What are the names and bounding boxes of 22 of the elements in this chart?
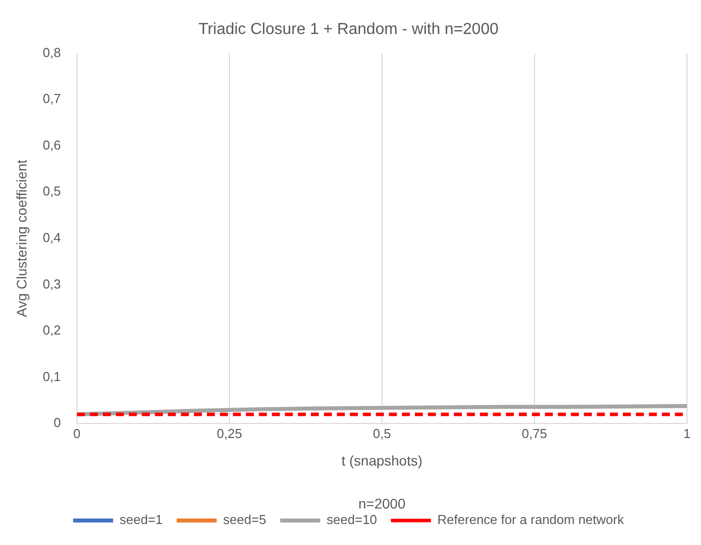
y-tick-label: 0,5	[42, 184, 61, 199]
legend-label: seed=1	[120, 512, 163, 528]
y-tick-label: 0,4	[42, 230, 61, 245]
text: n=2000	[358, 495, 406, 512]
y-tick-label: 0	[54, 415, 61, 430]
x-tick-label: 0,25	[216, 426, 242, 441]
legend-label: Reference for a random network	[437, 512, 624, 528]
legend-label: seed=10	[326, 512, 377, 528]
y-axis-title: Avg Clustering coefficient	[13, 160, 30, 318]
legend-label: seed=5	[223, 512, 266, 528]
x-tick-label: 1	[683, 426, 691, 441]
x-tick-label: 0	[73, 426, 80, 441]
y-tick-label: 0,7	[42, 91, 61, 106]
x-tick-label: 0,5	[372, 426, 391, 441]
y-tick-label: 0,8	[42, 44, 61, 60]
chart-title: Triadic Closure 1 + Random - with n=2000	[198, 21, 499, 38]
y-tick-label: 0,6	[42, 137, 61, 152]
y-tick-label: 0,2	[42, 322, 61, 338]
y-tick-label: 0,3	[42, 276, 61, 292]
y-tick-label: 0,1	[42, 368, 61, 384]
x-tick-label: 0,75	[522, 426, 548, 441]
x-axis-title: t (snapshots)	[341, 452, 422, 468]
